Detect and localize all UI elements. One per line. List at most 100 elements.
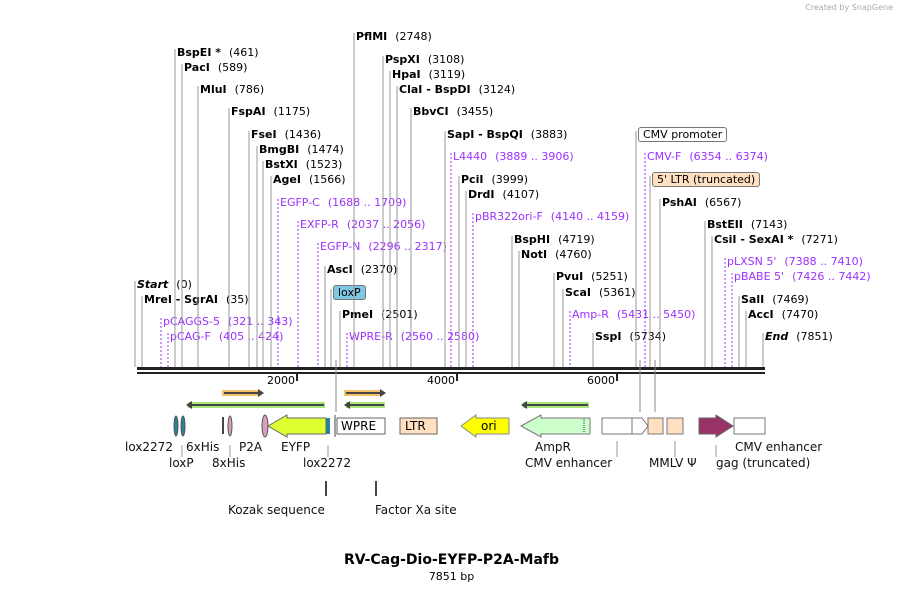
enzyme-site-label[interactable]: PshAI (6567) bbox=[662, 196, 741, 209]
lox2272-feature[interactable] bbox=[326, 418, 330, 434]
site-position: (7851) bbox=[796, 330, 833, 343]
site-name: L4440 bbox=[453, 150, 488, 163]
primer-site-label[interactable]: EXFP-R (2037 .. 2056) bbox=[300, 218, 425, 231]
lox2272-feature[interactable] bbox=[173, 415, 179, 437]
primer-site-label[interactable]: pBABE 5' (7426 .. 7442) bbox=[734, 270, 871, 283]
feature-label: loxP bbox=[169, 456, 194, 470]
wpre-label: WPRE bbox=[341, 419, 376, 433]
site-name: BspHI bbox=[514, 233, 551, 246]
primer-site-label[interactable]: EGFP-N (2296 .. 2317) bbox=[320, 240, 447, 253]
primer-arrow[interactable] bbox=[521, 401, 589, 409]
enzyme-site-label[interactable]: SspI (5734) bbox=[595, 330, 666, 343]
primer-site-label[interactable]: WPRE-R (2560 .. 2580) bbox=[349, 330, 479, 343]
site-position: (1175) bbox=[273, 105, 311, 118]
enzyme-site-label[interactable]: BspHI (4719) bbox=[514, 233, 595, 246]
enzyme-site-label[interactable]: MreI - SgrAI (35) bbox=[144, 293, 249, 306]
site-name: PspXI bbox=[385, 53, 420, 66]
gag-feature[interactable] bbox=[698, 414, 734, 438]
enzyme-site-label[interactable]: BstEII (7143) bbox=[707, 218, 787, 231]
enzyme-site-label[interactable]: AgeI (1566) bbox=[273, 173, 346, 186]
enzyme-site-label[interactable]: BbvCI (3455) bbox=[413, 105, 493, 118]
ltr-feature[interactable] bbox=[647, 417, 664, 435]
enzyme-site-label[interactable]: NotI (4760) bbox=[521, 248, 592, 261]
ori-feature[interactable] bbox=[460, 414, 510, 438]
site-name: DrdI bbox=[468, 188, 495, 201]
primer-arrow[interactable] bbox=[344, 401, 385, 409]
site-position: (35) bbox=[225, 293, 249, 306]
primer-site-label[interactable]: EGFP-C (1688 .. 1709) bbox=[280, 196, 406, 209]
enzyme-site-label[interactable]: SalI (7469) bbox=[741, 293, 809, 306]
site-name: ClaI - BspDI bbox=[399, 83, 471, 96]
ampr-feature[interactable] bbox=[519, 414, 591, 438]
primer-site-label[interactable]: pCAGGS-5 (321 .. 343) bbox=[163, 315, 293, 328]
site-position: (2370) bbox=[360, 263, 398, 276]
site-position: (7388 .. 7410) bbox=[784, 255, 863, 268]
site-name: SalI bbox=[741, 293, 765, 306]
enzyme-site-label[interactable]: DrdI (4107) bbox=[468, 188, 539, 201]
enzyme-site-label[interactable]: AscI (2370) bbox=[327, 263, 397, 276]
enzyme-site-label[interactable]: FspAI (1175) bbox=[231, 105, 310, 118]
feature-label: Kozak sequence bbox=[228, 503, 325, 517]
tick-2000 bbox=[296, 374, 298, 381]
enzyme-site-label[interactable]: PacI (589) bbox=[184, 61, 247, 74]
site-name: MluI bbox=[200, 83, 227, 96]
enzyme-site-label[interactable]: End (7851) bbox=[765, 330, 833, 343]
site-name: PshAI bbox=[662, 196, 697, 209]
feature-site-label[interactable]: 5' LTR (truncated) bbox=[652, 172, 761, 187]
primer-site-label[interactable]: pBR322ori-F (4140 .. 4159) bbox=[475, 210, 629, 223]
enzyme-site-label[interactable]: Start (0) bbox=[137, 278, 192, 291]
enzyme-site-label[interactable]: FseI (1436) bbox=[251, 128, 321, 141]
cmv-enhancer-feature[interactable] bbox=[601, 417, 633, 435]
enzyme-site-label[interactable]: PspXI (3108) bbox=[385, 53, 464, 66]
8xhis-feature[interactable] bbox=[227, 415, 233, 437]
enzyme-site-label[interactable]: MluI (786) bbox=[200, 83, 264, 96]
site-position: (461) bbox=[229, 46, 259, 59]
site-name: EGFP-N bbox=[320, 240, 361, 253]
site-position: (3455) bbox=[456, 105, 494, 118]
enzyme-site-label[interactable]: ScaI (5361) bbox=[565, 286, 636, 299]
enzyme-site-label[interactable]: PflMI (2748) bbox=[356, 30, 432, 43]
site-position: (5361) bbox=[598, 286, 636, 299]
mmlv-psi-feature[interactable] bbox=[666, 417, 684, 435]
eyfp-feature[interactable] bbox=[267, 414, 327, 438]
ltr-feature[interactable] bbox=[399, 417, 438, 435]
primer-arrow[interactable] bbox=[186, 401, 325, 409]
tick-6000 bbox=[616, 374, 618, 381]
site-name: SapI - BspQI bbox=[447, 128, 523, 141]
feature-site-label[interactable]: CMV promoter bbox=[638, 127, 728, 142]
6xhis-feature[interactable] bbox=[222, 417, 224, 434]
site-position: (4719) bbox=[558, 233, 595, 246]
enzyme-site-label[interactable]: SapI - BspQI (3883) bbox=[447, 128, 567, 141]
primer-site-label[interactable]: pCAG-F (405 .. 424) bbox=[170, 330, 283, 343]
primer-site-label[interactable]: L4440 (3889 .. 3906) bbox=[453, 150, 574, 163]
cmv-enhancer-feature[interactable] bbox=[733, 417, 766, 435]
feature-label: EYFP bbox=[281, 440, 311, 454]
wpre-feature[interactable] bbox=[336, 417, 386, 435]
feature-label: MMLV Ψ bbox=[649, 456, 697, 470]
credit: Created by SnapGene bbox=[805, 3, 893, 12]
primer-arrow[interactable] bbox=[344, 389, 386, 397]
enzyme-site-label[interactable]: BmgBI (1474) bbox=[259, 143, 344, 156]
site-name: pBR322ori-F bbox=[475, 210, 543, 223]
enzyme-site-label[interactable]: CsiI - SexAI * (7271) bbox=[714, 233, 838, 246]
loxp-feature[interactable] bbox=[180, 415, 186, 437]
site-name: Start bbox=[137, 278, 169, 291]
enzyme-site-label[interactable]: PciI (3999) bbox=[461, 173, 528, 186]
feature-site-label[interactable]: loxP bbox=[333, 285, 366, 300]
enzyme-site-label[interactable]: BstXI (1523) bbox=[265, 158, 342, 171]
primer-site-label[interactable]: CMV-F (6354 .. 6374) bbox=[647, 150, 768, 163]
enzyme-site-label[interactable]: ClaI - BspDI (3124) bbox=[399, 83, 515, 96]
enzyme-site-label[interactable]: AccI (7470) bbox=[748, 308, 818, 321]
site-position: (4760) bbox=[555, 248, 592, 261]
primer-arrow[interactable] bbox=[222, 389, 264, 397]
tick-label: 6000 bbox=[587, 374, 615, 387]
primer-site-label[interactable]: pLXSN 5' (7388 .. 7410) bbox=[727, 255, 863, 268]
site-position: (5734) bbox=[629, 330, 667, 343]
site-name: WPRE-R bbox=[349, 330, 393, 343]
site-position: (7426 .. 7442) bbox=[792, 270, 871, 283]
enzyme-site-label[interactable]: HpaI (3119) bbox=[392, 68, 465, 81]
enzyme-site-label[interactable]: BspEI * (461) bbox=[177, 46, 259, 59]
enzyme-site-label[interactable]: PvuI (5251) bbox=[556, 270, 628, 283]
cmv-promoter-feature[interactable] bbox=[631, 417, 649, 435]
